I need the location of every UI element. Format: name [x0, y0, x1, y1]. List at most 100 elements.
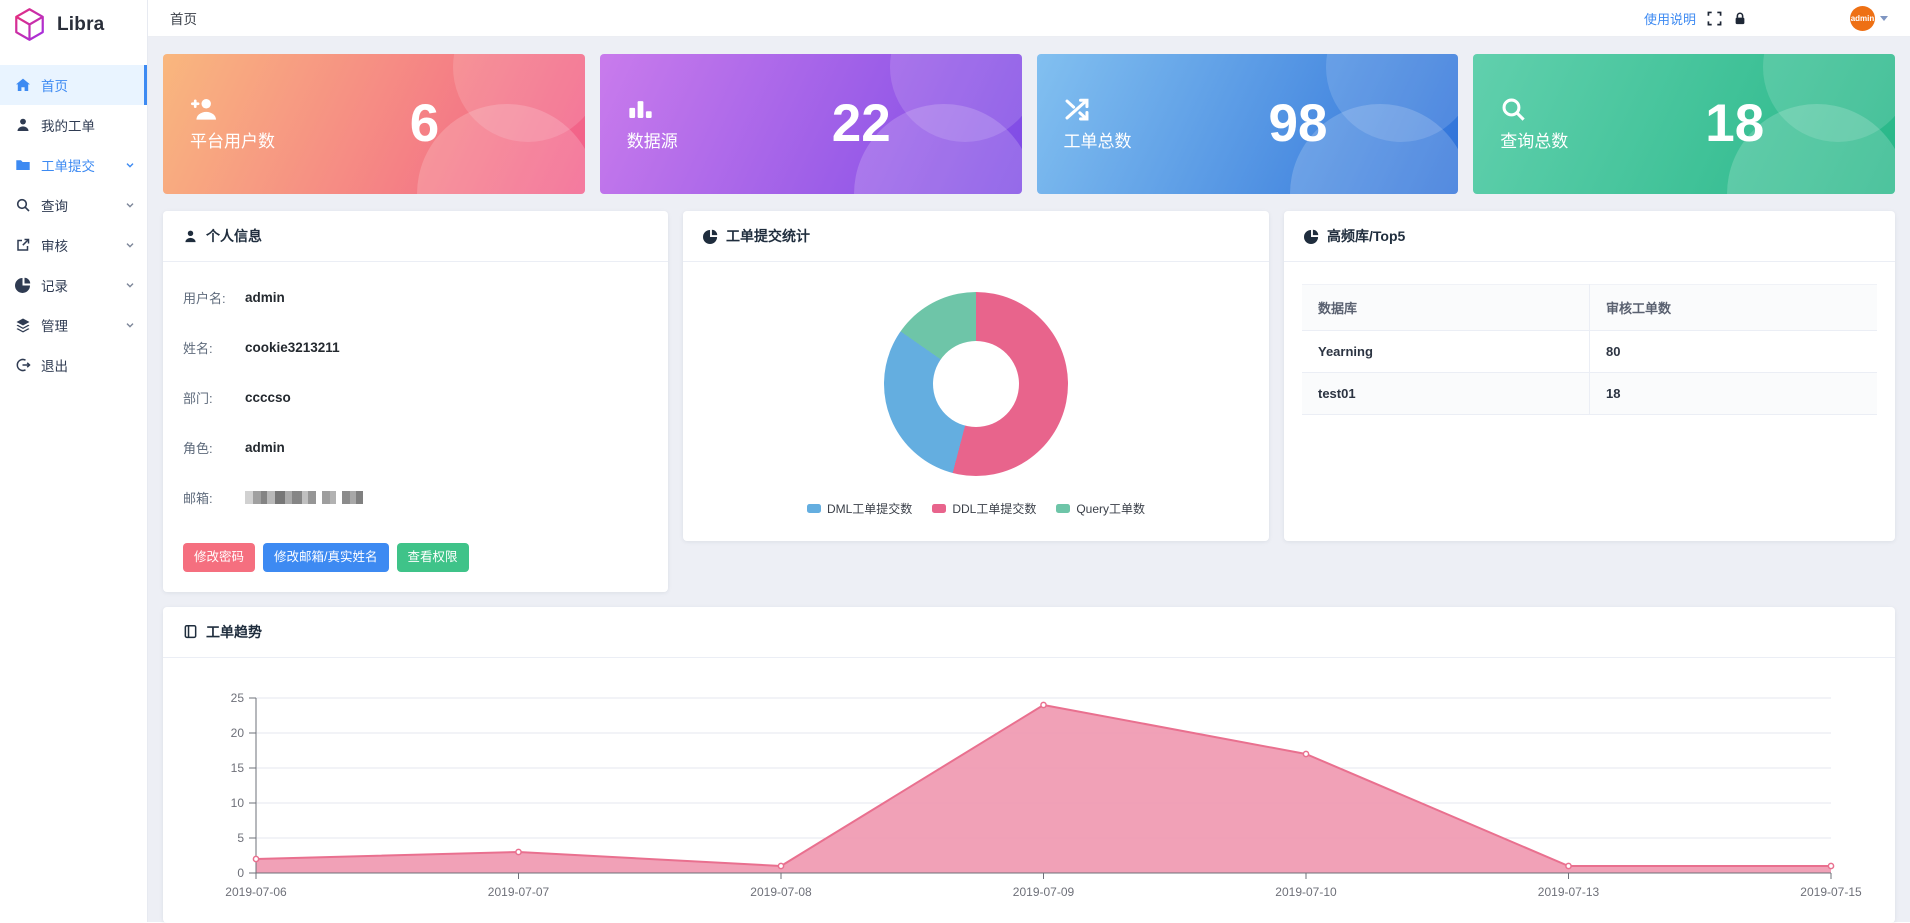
stat-card-value: 6: [409, 94, 440, 153]
panel-title: 工单提交统计: [726, 228, 810, 244]
external-link-icon: [15, 237, 32, 254]
ticket-stats-panel: 工单提交统计 DML工单提交数 DDL工单提交数: [683, 211, 1269, 541]
svg-text:20: 20: [231, 726, 245, 740]
bar-chart-icon: [627, 96, 678, 123]
sidebar-item-label: 工单提交: [41, 159, 95, 174]
pie-chart-icon: [1304, 229, 1319, 244]
pie-chart-icon: [15, 277, 32, 294]
sidebar-item-label: 我的工单: [41, 119, 95, 134]
view-permissions-button[interactable]: 查看权限: [396, 543, 469, 572]
breadcrumb[interactable]: 首页: [170, 12, 197, 27]
app-logo: Libra: [0, 0, 147, 49]
sidebar-item-label: 记录: [41, 279, 68, 294]
app-name: Libra: [57, 13, 105, 35]
sidebar-item-label: 查询: [41, 199, 68, 214]
top5-panel: 高频库/Top5 数据库 审核工单数 Yearning: [1284, 211, 1895, 541]
stat-card-value: 22: [831, 94, 891, 153]
profile-buttons: 修改密码 修改邮箱/真实姓名 查看权限: [183, 543, 648, 572]
stat-card-label: 查询总数: [1500, 132, 1569, 151]
top5-table: 数据库 审核工单数 Yearning 80 test01 18: [1302, 284, 1877, 415]
change-password-button[interactable]: 修改密码: [183, 543, 256, 572]
sidebar-item-label: 退出: [41, 359, 68, 374]
legend-item-ddl[interactable]: DDL工单提交数: [932, 500, 1036, 517]
chevron-down-icon: [125, 200, 135, 210]
legend-swatch: [932, 504, 947, 513]
user-plus-icon: [190, 96, 275, 123]
logout-icon: [15, 357, 32, 374]
search-icon: [1500, 96, 1568, 123]
stat-card-value: 98: [1268, 94, 1328, 153]
ticket-stats-panel-header: 工单提交统计: [683, 211, 1269, 262]
stat-card-total-tickets: 工单总数 98: [1036, 54, 1459, 194]
help-link[interactable]: 使用说明: [1643, 11, 1696, 27]
stat-cards-row: 平台用户数 6 数据源 22: [163, 54, 1895, 194]
panel-title: 个人信息: [206, 228, 262, 244]
content: 平台用户数 6 数据源 22: [148, 37, 1910, 923]
caret-down-icon: [1880, 15, 1888, 21]
sidebar-item-manage[interactable]: 管理: [0, 305, 147, 345]
stat-card-label: 数据源: [626, 132, 678, 151]
chevron-down-icon: [125, 240, 135, 250]
donut-legend: DML工单提交数 DDL工单提交数 Query工单数: [806, 500, 1145, 517]
user-menu[interactable]: admin: [1850, 5, 1888, 31]
legend-swatch: [1056, 504, 1071, 513]
svg-text:2019-07-09: 2019-07-09: [1013, 885, 1075, 899]
sidebar-item-label: 首页: [41, 79, 68, 94]
legend-item-dml[interactable]: DML工单提交数: [806, 500, 912, 517]
profile-panel: 个人信息 用户名: admin 姓名: cookie3213211 部门: cc…: [163, 211, 668, 592]
stat-card-datasources: 数据源 22: [599, 54, 1022, 194]
area-chart: 0 5 10 15 20 25 2019-07-06 2019-07-07 2019-07-08…: [225, 691, 1862, 899]
svg-text:5: 5: [237, 831, 244, 845]
sidebar-item-label: 管理: [41, 319, 68, 334]
sidebar-item-logout[interactable]: 退出: [0, 345, 147, 385]
svg-text:2019-07-07: 2019-07-07: [488, 885, 550, 899]
stat-card-label: 工单总数: [1063, 132, 1132, 151]
avatar: admin: [1850, 5, 1875, 31]
redacted-email-value: [245, 491, 363, 504]
home-icon: [15, 77, 32, 94]
panels-row: 个人信息 用户名: admin 姓名: cookie3213211 部门: cc…: [163, 211, 1895, 592]
profile-field-username: 用户名: admin: [183, 290, 285, 306]
shuffle-icon: [1064, 96, 1132, 123]
sidebar-item-home[interactable]: 首页: [0, 65, 147, 105]
stat-card-label: 平台用户数: [190, 132, 275, 151]
column-header-database: 数据库: [1302, 284, 1590, 331]
hexagon-cube-icon: [11, 6, 48, 43]
journal-icon: [183, 624, 198, 639]
user-icon: [183, 229, 198, 244]
user-icon: [15, 117, 32, 134]
topbar-right: 使用说明 admin: [1643, 5, 1888, 31]
svg-text:25: 25: [231, 691, 245, 705]
svg-text:2019-07-15: 2019-07-15: [1800, 885, 1862, 899]
sidebar: Libra 首页 我的工单 工单提交: [0, 0, 148, 922]
stat-card-platform-users: 平台用户数 6: [163, 54, 585, 194]
svg-text:2019-07-06: 2019-07-06: [225, 885, 287, 899]
sidebar-item-audit[interactable]: 审核: [0, 225, 147, 265]
sidebar-item-label: 审核: [41, 239, 68, 254]
stat-card-total-queries: 查询总数 18: [1473, 54, 1895, 194]
fullscreen-icon[interactable]: [1707, 11, 1722, 26]
panel-title: 高频库/Top5: [1327, 228, 1406, 244]
profile-field-realname: 姓名: cookie3213211: [183, 340, 340, 356]
change-email-name-button[interactable]: 修改邮箱/真实姓名: [263, 543, 389, 572]
sidebar-item-records[interactable]: 记录: [0, 265, 147, 305]
search-icon: [15, 197, 32, 214]
sidebar-item-my-tickets[interactable]: 我的工单: [0, 105, 147, 145]
pie-chart-icon: [703, 229, 718, 244]
trend-panel-header: 工单趋势: [163, 607, 1895, 658]
column-header-ticket-count: 审核工单数: [1589, 284, 1877, 331]
layers-icon: [15, 317, 32, 334]
svg-text:15: 15: [231, 761, 245, 775]
svg-text:0: 0: [237, 866, 244, 880]
lock-icon[interactable]: [1733, 11, 1747, 26]
chevron-down-icon: [125, 320, 135, 330]
trend-chart-area: 0 5 10 15 20 25 2019-07-06 2019-07-07 2019-07-08…: [163, 658, 1895, 912]
sidebar-item-query[interactable]: 查询: [0, 185, 147, 225]
legend-item-query[interactable]: Query工单数: [1056, 500, 1145, 517]
svg-text:2019-07-10: 2019-07-10: [1275, 885, 1337, 899]
svg-text:2019-07-13: 2019-07-13: [1538, 885, 1600, 899]
sidebar-item-ticket-submit[interactable]: 工单提交: [0, 145, 147, 185]
trend-panel: 工单趋势 0 5 10 15 20 25 2019-07-06 2019-07-07 2019-…: [163, 606, 1895, 923]
stat-card-value: 18: [1705, 94, 1765, 153]
legend-swatch: [806, 504, 821, 513]
